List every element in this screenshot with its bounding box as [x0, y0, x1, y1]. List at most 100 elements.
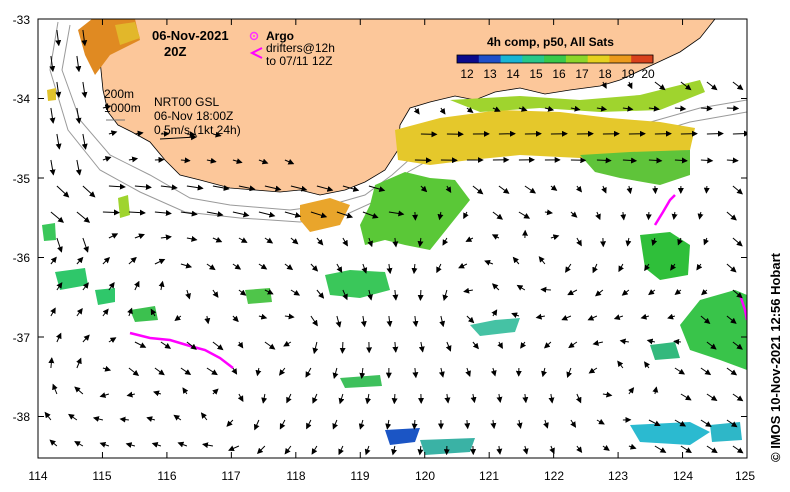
- current-arrow: [68, 413, 78, 421]
- current-arrow: [82, 334, 90, 343]
- current-arrow: [76, 211, 91, 223]
- current-arrow: [511, 312, 520, 319]
- current-arrow: [544, 209, 553, 216]
- current-arrow: [342, 289, 348, 301]
- current-arrow: [311, 445, 318, 455]
- current-arrow: [108, 337, 117, 343]
- current-arrow: [238, 185, 256, 192]
- current-arrow: [364, 445, 371, 456]
- current-arrow: [134, 280, 140, 291]
- current-arrow: [520, 341, 527, 349]
- current-arrow: [445, 185, 452, 194]
- current-arrow: [108, 233, 119, 239]
- current-arrow: [670, 263, 677, 271]
- current-arrow: [700, 105, 713, 112]
- current-arrow: [538, 256, 546, 265]
- current-arrow: [134, 233, 145, 240]
- current-arrow: [700, 315, 711, 325]
- current-arrow: [640, 313, 650, 320]
- current-arrow: [732, 445, 744, 454]
- sst-patch: [55, 268, 88, 290]
- current-arrow: [339, 341, 346, 354]
- current-arrow: [102, 104, 112, 111]
- current-arrow: [620, 211, 627, 221]
- drifter-track: [738, 294, 747, 321]
- current-arrow: [472, 185, 484, 195]
- current-arrow: [436, 263, 442, 274]
- current-arrow: [588, 367, 598, 374]
- current-arrow: [212, 236, 223, 243]
- current-arrow: [696, 263, 703, 271]
- argo-label: Argo: [266, 29, 294, 43]
- map-date: 06-Nov-2021: [152, 28, 229, 43]
- colorbar: 4h comp, p50, All Sats 12 13 14 15 16 17…: [456, 35, 655, 81]
- current-arrow: [306, 419, 312, 430]
- current-arrow: [99, 392, 110, 398]
- colorbar-swatch: [565, 55, 589, 63]
- lon-tick-label: 119: [350, 469, 369, 483]
- current-arrow: [108, 281, 115, 291]
- sst-patch: [115, 22, 140, 45]
- current-arrow: [279, 419, 286, 430]
- lat-tick-label: -37: [13, 331, 31, 345]
- lon-tick-label: 124: [673, 469, 693, 483]
- current-arrow: [290, 289, 301, 296]
- current-arrow: [491, 309, 498, 317]
- current-arrow: [652, 386, 659, 395]
- current-arrow: [49, 55, 56, 73]
- current-arrow: [186, 341, 197, 350]
- current-arrow: [412, 315, 419, 328]
- current-arrow: [411, 419, 418, 430]
- colorbar-swatch: [522, 55, 545, 63]
- current-arrow: [498, 185, 510, 194]
- current-arrow: [726, 367, 738, 376]
- sst-patch: [118, 195, 130, 218]
- current-arrow: [442, 289, 449, 302]
- current-arrow: [726, 157, 739, 164]
- current-arrow: [206, 157, 217, 164]
- current-arrow: [261, 393, 268, 404]
- current-arrow: [76, 357, 82, 369]
- current-arrow: [732, 393, 744, 402]
- current-arrow: [622, 157, 638, 164]
- sst-patch: [245, 288, 272, 304]
- colorbar-tick: 16: [552, 67, 566, 81]
- current-arrow: [674, 367, 686, 375]
- current-arrow: [703, 185, 710, 194]
- current-arrow: [522, 393, 529, 404]
- current-arrow: [342, 237, 348, 247]
- current-arrow: [258, 211, 276, 218]
- current-arrow: [565, 263, 572, 273]
- current-arrow: [706, 341, 717, 350]
- current-arrow: [119, 416, 129, 423]
- current-arrow: [680, 81, 692, 91]
- current-arrow: [628, 443, 637, 450]
- axis-ticks: [37, 18, 748, 458]
- current-arrow: [652, 185, 659, 195]
- current-arrow: [391, 393, 398, 405]
- current-arrow: [385, 419, 392, 430]
- current-arrow: [625, 237, 632, 247]
- colorbar-tick: 13: [483, 67, 497, 81]
- current-arrow: [412, 367, 419, 379]
- sst-patch: [47, 88, 56, 101]
- current-arrow: [361, 263, 368, 274]
- lon-tick-label: 115: [92, 469, 111, 483]
- current-arrow: [673, 338, 681, 345]
- sst-patch: [325, 270, 390, 298]
- current-arrow: [55, 81, 62, 98]
- lon-tick-label: 125: [735, 469, 755, 483]
- current-arrow: [305, 367, 312, 378]
- current-arrow: [177, 441, 188, 448]
- current-arrow: [310, 315, 318, 327]
- current-arrow: [180, 367, 192, 375]
- current-arrow: [445, 341, 452, 352]
- current-arrow: [232, 315, 239, 323]
- current-arrow: [561, 314, 572, 321]
- lat-tick-label: -35: [13, 172, 31, 186]
- current-arrow: [338, 393, 345, 405]
- current-arrow: [335, 315, 342, 328]
- current-arrow: [677, 237, 683, 246]
- current-arrow: [82, 237, 89, 253]
- colorbar-title: 4h comp, p50, All Sats: [487, 35, 614, 49]
